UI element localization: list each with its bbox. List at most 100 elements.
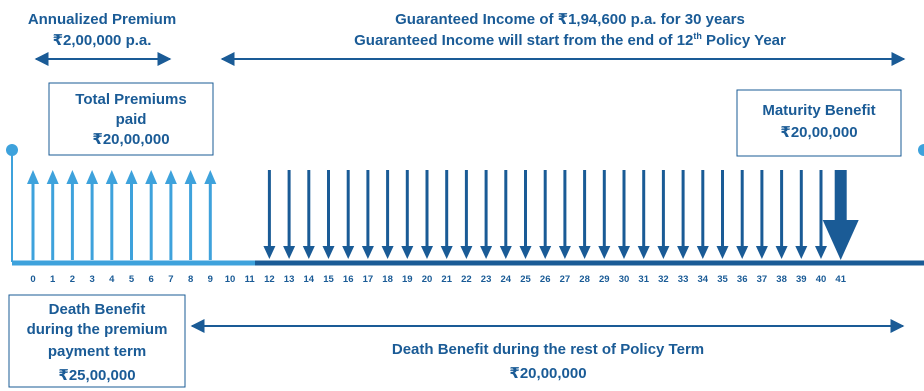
year-label: 12: [264, 274, 275, 285]
maturity-benefit-title: Maturity Benefit: [762, 102, 875, 119]
income-arrow: [696, 170, 709, 259]
year-label: 34: [698, 274, 709, 285]
premium-arrow: [46, 170, 59, 260]
premium-arrow: [86, 170, 99, 260]
year-label: 1: [50, 274, 56, 285]
income-arrow: [302, 170, 315, 259]
year-label: 10: [225, 274, 236, 285]
total-premiums-label-line1: Total Premiums: [75, 91, 186, 108]
total-premiums-amount: ₹20,00,000: [92, 131, 169, 148]
year-label: 15: [323, 274, 334, 285]
income-arrow: [716, 170, 729, 259]
year-label: 9: [208, 274, 213, 285]
year-label: 25: [520, 274, 531, 285]
year-label: 17: [363, 274, 374, 285]
year-label: 32: [658, 274, 669, 285]
income-arrow: [558, 170, 571, 259]
end-dot: [918, 144, 924, 156]
year-label: 33: [678, 274, 689, 285]
premium-arrow: [145, 170, 158, 260]
income-arrow: [637, 170, 650, 259]
year-label: 22: [461, 274, 472, 285]
death-benefit-premium-line3: payment term: [48, 343, 146, 360]
premium-arrow: [27, 170, 39, 260]
death-benefit-rest-title: Death Benefit during the rest of Policy …: [392, 341, 704, 358]
maturity-benefit-box: [736, 89, 902, 157]
income-arrow: [618, 170, 630, 259]
income-arrow: [795, 170, 808, 259]
year-label: 29: [599, 274, 610, 285]
guaranteed-income-line2: Guaranteed Income will start from the en…: [354, 31, 786, 49]
income-arrow: [519, 170, 532, 259]
income-arrow: [381, 170, 394, 259]
year-label: 19: [402, 274, 413, 285]
income-arrow: [421, 170, 433, 259]
income-arrow: [578, 170, 591, 259]
income-arrow: [755, 170, 768, 259]
income-arrow: [460, 170, 473, 259]
year-label: 18: [382, 274, 393, 285]
income-arrow: [539, 170, 552, 259]
start-dot: [6, 144, 18, 156]
year-label: 8: [188, 274, 193, 285]
income-arrow: [361, 170, 374, 259]
year-label: 24: [501, 274, 512, 285]
death-benefit-premium-box: [8, 294, 186, 388]
year-label: 6: [149, 274, 154, 285]
premium-arrow: [204, 170, 217, 260]
year-label: 4: [109, 274, 115, 285]
year-label: 7: [168, 274, 173, 285]
year-label: 20: [422, 274, 433, 285]
income-arrow: [598, 170, 611, 259]
income-arrow: [322, 170, 335, 259]
year-label: 35: [717, 274, 728, 285]
year-labels: 0 1 2 3 4 5 6 7 8 9 10 11 12 13 14 15 16 17 18 19 20 21 22 23 24…: [30, 274, 846, 285]
year-label: 26: [540, 274, 551, 285]
death-benefit-premium-amount: ₹25,00,000: [58, 367, 135, 384]
year-label: 11: [245, 274, 256, 285]
income-arrow: [440, 170, 453, 259]
income-arrow: [263, 170, 276, 259]
premium-arrows: [27, 170, 217, 260]
year-label: 37: [757, 274, 768, 285]
death-benefit-rest-amount: ₹20,00,000: [509, 365, 586, 382]
income-arrow: [342, 170, 355, 259]
year-label: 30: [619, 274, 630, 285]
year-label: 14: [304, 274, 315, 285]
income-arrow: [283, 170, 296, 259]
year-label: 21: [441, 274, 452, 285]
annualized-premium-title: Annualized Premium: [28, 11, 176, 28]
income-arrow: [401, 170, 414, 259]
guaranteed-income-line1: Guaranteed Income of ₹1,94,600 p.a. for …: [395, 11, 745, 28]
year-label: 13: [284, 274, 295, 285]
total-premiums-box: [48, 82, 214, 156]
year-label: 3: [89, 274, 94, 285]
year-label: 31: [638, 274, 649, 285]
year-label: 0: [30, 274, 35, 285]
maturity-arrow: [822, 170, 859, 260]
income-arrows: [263, 170, 859, 260]
year-label: 40: [816, 274, 827, 285]
income-arrow: [775, 170, 788, 259]
year-label: 38: [776, 274, 787, 285]
income-arrow: [657, 170, 670, 259]
year-label: 2: [70, 274, 75, 285]
maturity-benefit-amount: ₹20,00,000: [780, 124, 857, 141]
premium-arrow: [164, 170, 177, 260]
year-label: 39: [796, 274, 807, 285]
year-label: 36: [737, 274, 748, 285]
year-label: 16: [343, 274, 354, 285]
year-label: 28: [579, 274, 590, 285]
income-arrow: [480, 170, 493, 259]
premium-arrow: [184, 170, 197, 260]
premium-arrow: [66, 170, 79, 260]
death-benefit-premium-line1: Death Benefit: [49, 301, 146, 318]
year-label: 5: [129, 274, 135, 285]
year-label: 27: [560, 274, 571, 285]
year-label: 23: [481, 274, 492, 285]
income-arrow: [815, 170, 827, 259]
total-premiums-label-line2: paid: [116, 111, 147, 128]
income-arrow: [499, 170, 512, 259]
annualized-premium-amount: ₹2,00,000 p.a.: [53, 32, 152, 49]
